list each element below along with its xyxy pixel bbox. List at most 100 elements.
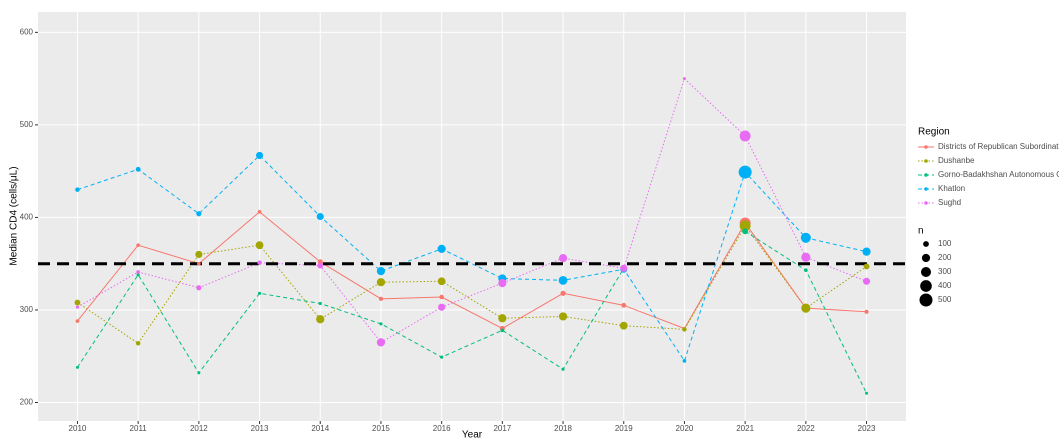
legend-key-point: [924, 159, 928, 163]
size-legend-label: 200: [938, 253, 952, 262]
x-tick-label: 2018: [554, 424, 572, 433]
data-point: [561, 367, 565, 371]
x-tick-label: 2015: [372, 424, 390, 433]
size-legend-key: [921, 253, 931, 263]
data-point: [257, 260, 262, 266]
x-tick-label: 2013: [251, 424, 269, 433]
data-point: [197, 371, 201, 375]
data-point: [621, 302, 627, 308]
data-point: [500, 328, 505, 333]
y-tick-label: 200: [20, 398, 34, 407]
x-tick-label: 2012: [190, 424, 208, 433]
data-point: [197, 261, 201, 266]
data-point: [558, 254, 568, 263]
data-point: [376, 278, 386, 287]
data-point: [804, 268, 808, 273]
data-point: [862, 277, 871, 285]
size-legend-label: 500: [938, 295, 952, 304]
y-tick-label: 300: [20, 305, 34, 314]
data-point: [865, 391, 869, 395]
legend-title: Region: [918, 127, 950, 138]
data-point: [619, 321, 628, 330]
data-point: [439, 294, 444, 300]
data-point: [378, 296, 384, 301]
data-point: [682, 77, 686, 81]
data-point: [801, 303, 811, 313]
data-point: [864, 309, 869, 314]
data-point: [738, 165, 752, 179]
x-tick-label: 2023: [858, 424, 876, 433]
y-tick-label: 500: [20, 120, 34, 129]
data-point: [74, 299, 81, 306]
data-point: [440, 355, 444, 359]
data-point: [376, 266, 386, 276]
y-tick-label: 400: [20, 213, 34, 222]
panel: [38, 12, 906, 421]
data-point: [498, 279, 507, 288]
legend-label: Dushanbe: [938, 156, 975, 165]
x-tick-label: 2011: [130, 424, 148, 433]
data-point: [317, 262, 324, 269]
legend-key-point: [924, 201, 928, 205]
data-point: [316, 212, 324, 221]
size-legend-label: 300: [938, 267, 952, 276]
data-point: [682, 327, 687, 332]
data-point: [498, 314, 507, 323]
series-line: [77, 224, 867, 344]
data-point: [255, 241, 264, 250]
data-point: [75, 365, 79, 369]
size-legend-key: [923, 241, 929, 247]
data-point: [196, 211, 202, 217]
data-point: [801, 252, 811, 262]
data-point: [437, 244, 446, 253]
x-tick-label: 2016: [433, 424, 451, 433]
data-point: [257, 291, 262, 295]
data-point: [318, 301, 322, 306]
data-point: [558, 275, 568, 285]
legend-label: Districts of Republican Subordination: [938, 142, 1059, 151]
data-point: [438, 303, 446, 311]
data-point: [135, 166, 141, 172]
x-tick-label: 2021: [736, 424, 754, 433]
x-tick-label: 2019: [615, 424, 633, 433]
data-point: [863, 263, 870, 270]
legend-key-point: [924, 173, 928, 177]
legend-label: Khatlon: [938, 184, 965, 193]
data-point: [682, 359, 687, 363]
data-point: [136, 243, 140, 248]
data-point: [739, 220, 751, 232]
data-point: [316, 315, 325, 324]
data-point: [376, 338, 386, 347]
series-line: [77, 77, 867, 343]
data-point: [75, 305, 80, 309]
size-legend-title: n: [918, 226, 924, 237]
x-axis-title: Year: [462, 430, 483, 440]
series-line: [77, 211, 867, 330]
size-legend-key: [920, 280, 932, 292]
legend-label: Sughd: [938, 198, 961, 207]
data-point: [75, 187, 80, 192]
data-point: [196, 285, 202, 291]
size-legend-key: [919, 293, 933, 307]
data-point: [560, 290, 566, 296]
data-point: [195, 250, 203, 258]
data-point: [742, 228, 749, 235]
data-point: [379, 322, 383, 326]
data-point: [257, 210, 262, 214]
data-point: [437, 277, 446, 286]
x-tick-label: 2022: [797, 424, 815, 433]
x-tick-label: 2014: [311, 424, 329, 433]
x-tick-label: 2010: [69, 424, 87, 433]
data-point: [136, 273, 140, 277]
size-legend-label: 100: [938, 239, 952, 248]
data-point: [135, 341, 141, 346]
data-point: [136, 270, 140, 274]
y-axis-title: Median CD4 (cells/μL): [9, 166, 20, 265]
legend-key-point: [924, 145, 928, 149]
data-point: [558, 312, 568, 321]
legend-label: Gorno-Badakhshan Autonomous Oblast: [938, 170, 1059, 179]
data-point: [75, 319, 80, 323]
legend-key-point: [924, 187, 928, 191]
